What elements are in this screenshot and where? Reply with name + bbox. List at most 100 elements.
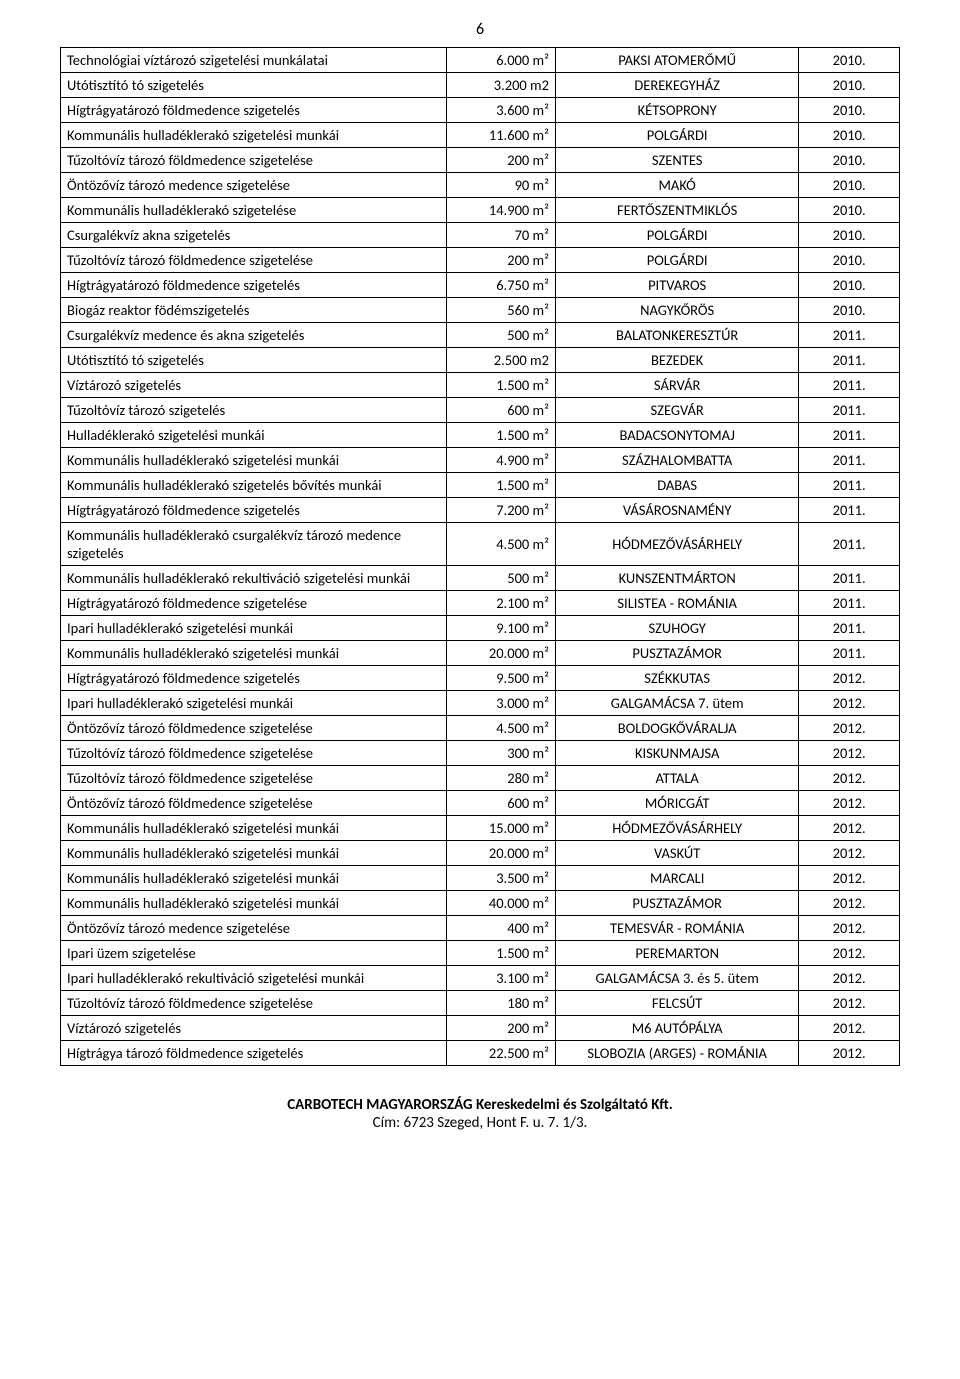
page-footer: CARBOTECH MAGYARORSZÁG Kereskedelmi és S…	[60, 1096, 900, 1132]
cell-year: 2010.	[799, 98, 900, 123]
cell-year: 2011.	[799, 448, 900, 473]
table-row: Tűzoltóvíz tározó földmedence szigetelés…	[61, 148, 900, 173]
cell-area: 20.000 m²	[446, 641, 555, 666]
table-row: Öntözővíz tározó földmedence szigetelése…	[61, 716, 900, 741]
cell-area: 15.000 m²	[446, 816, 555, 841]
cell-description: Kommunális hulladéklerakó szigetelés bőv…	[61, 473, 447, 498]
cell-area: 200 m²	[446, 248, 555, 273]
cell-description: Hígtrágya tározó földmedence szigetelés	[61, 1041, 447, 1066]
cell-area: 3.100 m²	[446, 966, 555, 991]
table-row: Víztározó szigetelés200 m²M6 AUTÓPÁLYA20…	[61, 1016, 900, 1041]
table-row: Kommunális hulladéklerakó csurgalékvíz t…	[61, 523, 900, 566]
cell-location: FELCSÚT	[556, 991, 799, 1016]
table-row: Kommunális hulladéklerakó szigetelési mu…	[61, 123, 900, 148]
cell-area: 4.900 m²	[446, 448, 555, 473]
cell-year: 2010.	[799, 173, 900, 198]
cell-location: ATTALA	[556, 766, 799, 791]
cell-location: BADACSONYTOMAJ	[556, 423, 799, 448]
cell-location: SZUHOGY	[556, 616, 799, 641]
cell-area: 1.500 m²	[446, 423, 555, 448]
cell-year: 2011.	[799, 323, 900, 348]
cell-area: 11.600 m²	[446, 123, 555, 148]
cell-description: Utótisztító tó szigetelés	[61, 73, 447, 98]
cell-area: 4.500 m²	[446, 716, 555, 741]
cell-location: FERTŐSZENTMIKLÓS	[556, 198, 799, 223]
cell-location: PAKSI ATOMERŐMŰ	[556, 48, 799, 73]
cell-year: 2012.	[799, 666, 900, 691]
cell-description: Hígtrágyatározó földmedence szigetelése	[61, 591, 447, 616]
table-row: Kommunális hulladéklerakó szigetelése14.…	[61, 198, 900, 223]
cell-description: Tűzoltóvíz tározó földmedence szigetelés…	[61, 991, 447, 1016]
cell-description: Ipari hulladéklerakó rekultiváció sziget…	[61, 966, 447, 991]
cell-description: Tűzoltóvíz tározó földmedence szigetelés…	[61, 766, 447, 791]
table-row: Tűzoltóvíz tározó földmedence szigetelés…	[61, 991, 900, 1016]
cell-location: HÓDMEZŐVÁSÁRHELY	[556, 523, 799, 566]
cell-location: SZÉKKUTAS	[556, 666, 799, 691]
cell-year: 2011.	[799, 423, 900, 448]
cell-area: 600 m²	[446, 398, 555, 423]
cell-area: 1.500 m²	[446, 941, 555, 966]
cell-description: Víztározó szigetelés	[61, 373, 447, 398]
cell-area: 9.100 m²	[446, 616, 555, 641]
table-row: Technológiai víztározó szigetelési munká…	[61, 48, 900, 73]
cell-year: 2012.	[799, 941, 900, 966]
cell-location: SLOBOZIA (ARGES) - ROMÁNIA	[556, 1041, 799, 1066]
table-row: Kommunális hulladéklerakó szigetelési mu…	[61, 448, 900, 473]
cell-year: 2012.	[799, 841, 900, 866]
table-row: Kommunális hulladéklerakó szigetelési mu…	[61, 841, 900, 866]
table-row: Öntözővíz tározó földmedence szigetelése…	[61, 791, 900, 816]
table-row: Hígtrágyatározó földmedence szigetelése2…	[61, 591, 900, 616]
table-row: Biogáz reaktor födémszigetelés560 m²NAGY…	[61, 298, 900, 323]
cell-area: 200 m²	[446, 1016, 555, 1041]
cell-year: 2011.	[799, 523, 900, 566]
cell-area: 22.500 m²	[446, 1041, 555, 1066]
cell-location: PEREMARTON	[556, 941, 799, 966]
cell-area: 4.500 m²	[446, 523, 555, 566]
cell-location: DABAS	[556, 473, 799, 498]
cell-year: 2011.	[799, 591, 900, 616]
cell-description: Öntözővíz tározó medence szigetelése	[61, 916, 447, 941]
cell-area: 3.600 m²	[446, 98, 555, 123]
cell-area: 6.750 m²	[446, 273, 555, 298]
cell-area: 2.100 m²	[446, 591, 555, 616]
cell-description: Ipari hulladéklerakó szigetelési munkái	[61, 616, 447, 641]
cell-area: 90 m²	[446, 173, 555, 198]
cell-location: MARCALI	[556, 866, 799, 891]
cell-location: GALGAMÁCSA 3. és 5. ütem	[556, 966, 799, 991]
cell-area: 500 m²	[446, 323, 555, 348]
cell-year: 2012.	[799, 1041, 900, 1066]
cell-description: Technológiai víztározó szigetelési munká…	[61, 48, 447, 73]
cell-location: KISKUNMAJSA	[556, 741, 799, 766]
cell-area: 500 m²	[446, 566, 555, 591]
cell-location: TEMESVÁR - ROMÁNIA	[556, 916, 799, 941]
table-row: Hígtrágyatározó földmedence szigetelés6.…	[61, 273, 900, 298]
cell-area: 2.500 m2	[446, 348, 555, 373]
cell-location: PITVAROS	[556, 273, 799, 298]
cell-description: Tűzoltóvíz tározó földmedence szigetelés…	[61, 741, 447, 766]
table-row: Ipari üzem szigetelése1.500 m²PEREMARTON…	[61, 941, 900, 966]
cell-description: Kommunális hulladéklerakó szigetelési mu…	[61, 866, 447, 891]
table-row: Hígtrágya tározó földmedence szigetelés2…	[61, 1041, 900, 1066]
cell-description: Biogáz reaktor födémszigetelés	[61, 298, 447, 323]
cell-area: 300 m²	[446, 741, 555, 766]
cell-year: 2012.	[799, 716, 900, 741]
cell-year: 2011.	[799, 473, 900, 498]
cell-location: BALATONKERESZTÚR	[556, 323, 799, 348]
cell-year: 2010.	[799, 48, 900, 73]
cell-description: Kommunális hulladéklerakó csurgalékvíz t…	[61, 523, 447, 566]
table-row: Kommunális hulladéklerakó szigetelési mu…	[61, 866, 900, 891]
cell-area: 7.200 m²	[446, 498, 555, 523]
cell-year: 2012.	[799, 966, 900, 991]
cell-description: Kommunális hulladéklerakó szigetelési mu…	[61, 841, 447, 866]
cell-year: 2012.	[799, 816, 900, 841]
cell-year: 2011.	[799, 498, 900, 523]
table-row: Tűzoltóvíz tározó földmedence szigetelés…	[61, 248, 900, 273]
cell-description: Hígtrágyatározó földmedence szigetelés	[61, 273, 447, 298]
cell-year: 2010.	[799, 123, 900, 148]
cell-area: 70 m²	[446, 223, 555, 248]
cell-area: 6.000 m²	[446, 48, 555, 73]
cell-location: SILISTEA - ROMÁNIA	[556, 591, 799, 616]
table-row: Ipari hulladéklerakó rekultiváció sziget…	[61, 966, 900, 991]
page-number: 6	[60, 20, 900, 39]
cell-year: 2010.	[799, 73, 900, 98]
